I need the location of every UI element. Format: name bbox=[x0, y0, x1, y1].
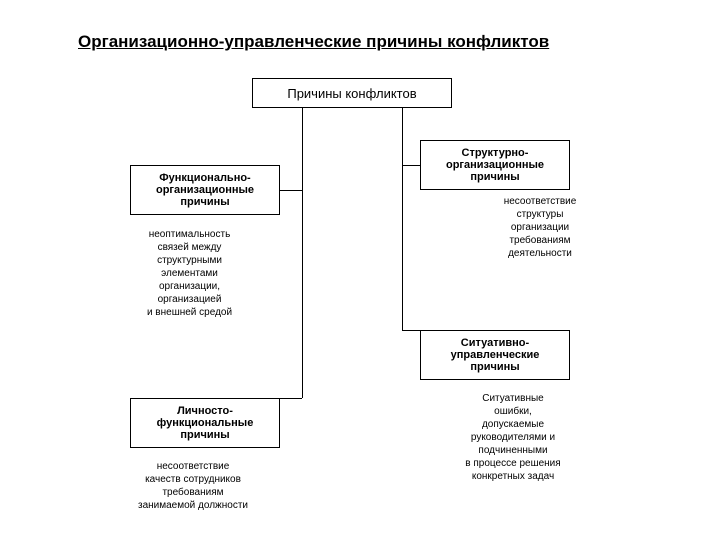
line-h-sit bbox=[402, 330, 420, 331]
line-v-left bbox=[302, 108, 303, 398]
desc-functional: неоптимальность связей между структурным… bbox=[122, 228, 257, 319]
node-situational-label: Ситуативно- управленческие причины bbox=[451, 337, 540, 373]
node-functional: Функционально- организационные причины bbox=[130, 165, 280, 215]
line-h-pers bbox=[280, 398, 302, 399]
node-structural-label: Структурно- организационные причины bbox=[446, 147, 544, 183]
desc-structural: несоответствие структуры организации тре… bbox=[475, 195, 605, 260]
desc-situational: Ситуативные ошибки, допускаемые руководи… bbox=[438, 392, 588, 483]
root-box: Причины конфликтов bbox=[252, 78, 452, 108]
node-personal: Личносто- функциональные причины bbox=[130, 398, 280, 448]
node-functional-label: Функционально- организационные причины bbox=[156, 172, 254, 208]
node-personal-label: Личносто- функциональные причины bbox=[157, 405, 254, 441]
desc-personal: несоответствие качеств сотрудников требо… bbox=[108, 460, 278, 512]
node-situational: Ситуативно- управленческие причины bbox=[420, 330, 570, 380]
line-h-struct bbox=[402, 165, 420, 166]
node-structural: Структурно- организационные причины bbox=[420, 140, 570, 190]
root-label: Причины конфликтов bbox=[287, 86, 416, 101]
line-h-func bbox=[280, 190, 302, 191]
line-v-right bbox=[402, 108, 403, 330]
page-title: Организационно-управленческие причины ко… bbox=[78, 32, 549, 52]
